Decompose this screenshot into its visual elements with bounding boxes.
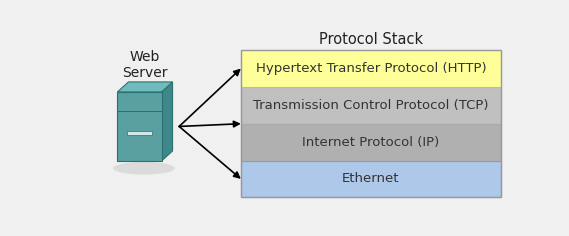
Bar <box>127 131 151 135</box>
Text: Protocol Stack: Protocol Stack <box>319 32 423 47</box>
Ellipse shape <box>113 162 175 175</box>
Bar <box>117 92 162 161</box>
Bar <box>241 160 501 197</box>
Bar <box>241 124 501 160</box>
Bar <box>241 87 501 124</box>
Text: Hypertext Transfer Protocol (HTTP): Hypertext Transfer Protocol (HTTP) <box>255 62 486 75</box>
Polygon shape <box>117 82 172 92</box>
Bar <box>241 50 501 87</box>
Text: Ethernet: Ethernet <box>342 173 400 185</box>
Text: Internet Protocol (IP): Internet Protocol (IP) <box>302 136 440 149</box>
Bar <box>241 50 501 197</box>
Text: Transmission Control Protocol (TCP): Transmission Control Protocol (TCP) <box>253 99 489 112</box>
Text: Server: Server <box>122 66 168 80</box>
Polygon shape <box>162 82 172 161</box>
Text: Web: Web <box>130 50 160 64</box>
